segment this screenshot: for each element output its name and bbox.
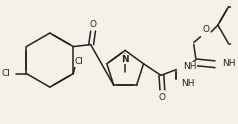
Text: Cl: Cl (2, 69, 11, 78)
Text: O: O (158, 93, 165, 102)
Text: NH: NH (222, 59, 235, 68)
Text: Cl: Cl (75, 58, 84, 66)
Text: N: N (121, 55, 129, 64)
Text: O: O (203, 25, 210, 34)
Text: O: O (89, 20, 96, 29)
Text: NH: NH (181, 79, 195, 88)
Text: NH: NH (183, 62, 197, 71)
